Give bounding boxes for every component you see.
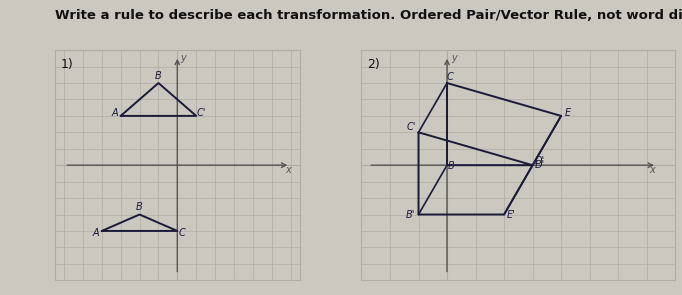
Text: A: A [93, 228, 100, 238]
Text: x: x [649, 165, 655, 176]
Text: A: A [112, 108, 118, 118]
Text: E: E [565, 108, 572, 118]
Text: 2): 2) [367, 58, 380, 71]
Text: B: B [136, 201, 143, 212]
Text: B: B [155, 71, 162, 81]
Text: C': C' [196, 108, 205, 118]
Text: C: C [447, 72, 454, 82]
Text: E': E' [507, 210, 516, 220]
Text: 1): 1) [60, 58, 73, 71]
Text: D': D' [535, 155, 545, 165]
Text: y: y [180, 53, 186, 63]
Text: C': C' [406, 122, 416, 132]
Text: y: y [451, 53, 457, 63]
Text: D': D' [535, 160, 545, 171]
Text: C: C [179, 228, 186, 238]
Text: B: B [448, 161, 455, 171]
Text: B': B' [405, 210, 415, 220]
Text: Write a rule to describe each transformation. Ordered Pair/Vector Rule, not word: Write a rule to describe each transforma… [55, 9, 682, 22]
Text: x: x [285, 165, 291, 176]
